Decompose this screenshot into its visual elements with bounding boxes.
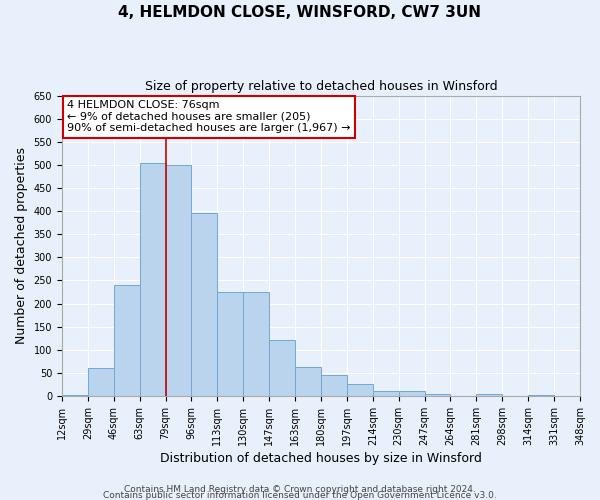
Bar: [140, 162, 166, 396]
Bar: [166, 165, 191, 396]
Text: 4, HELMDON CLOSE, WINSFORD, CW7 3UN: 4, HELMDON CLOSE, WINSFORD, CW7 3UN: [119, 5, 482, 20]
Bar: [347, 384, 373, 396]
Text: Contains HM Land Registry data © Crown copyright and database right 2024.: Contains HM Land Registry data © Crown c…: [124, 484, 476, 494]
Bar: [62, 394, 88, 396]
Title: Size of property relative to detached houses in Winsford: Size of property relative to detached ho…: [145, 80, 497, 93]
Bar: [217, 292, 243, 396]
Bar: [88, 368, 114, 396]
Bar: [425, 394, 451, 396]
Bar: [114, 285, 140, 396]
Bar: [243, 292, 269, 396]
Y-axis label: Number of detached properties: Number of detached properties: [15, 148, 28, 344]
Bar: [528, 394, 554, 396]
Bar: [398, 392, 425, 396]
Bar: [321, 375, 347, 396]
Text: Contains public sector information licensed under the Open Government Licence v3: Contains public sector information licen…: [103, 490, 497, 500]
Text: 4 HELMDON CLOSE: 76sqm
← 9% of detached houses are smaller (205)
90% of semi-det: 4 HELMDON CLOSE: 76sqm ← 9% of detached …: [67, 100, 350, 134]
Bar: [295, 368, 321, 396]
X-axis label: Distribution of detached houses by size in Winsford: Distribution of detached houses by size …: [160, 452, 482, 465]
Bar: [373, 392, 398, 396]
Bar: [269, 340, 295, 396]
Bar: [476, 394, 502, 396]
Bar: [191, 214, 217, 396]
